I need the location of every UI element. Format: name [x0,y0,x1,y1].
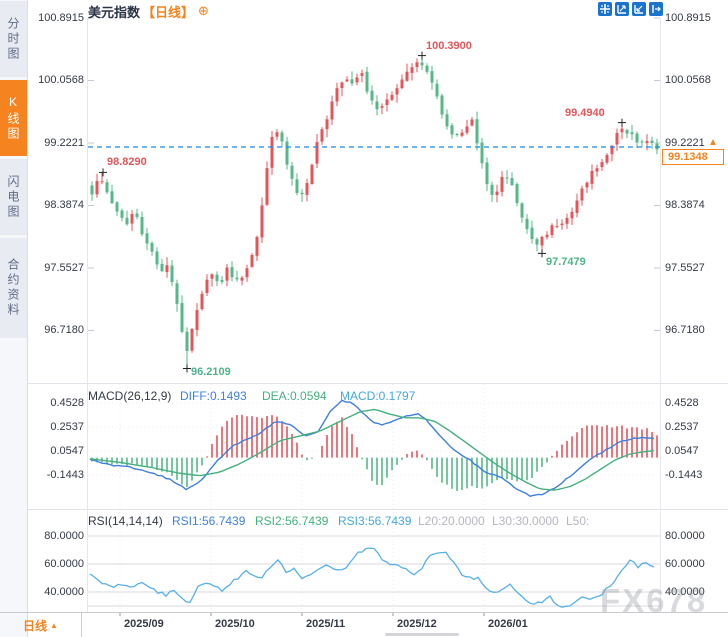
rsi-axis-label: 40.0000 [665,586,705,598]
macd-axis-label: 0.4528 [50,397,84,409]
restore-view-icon[interactable] [649,2,663,16]
y-axis-label: 98.3874 [665,199,705,211]
rsi1-value: RSI1:56.7439 [172,514,246,528]
rsi-axis-label: 80.0000 [665,530,705,542]
panel-divider [28,509,728,510]
macd-axis-label: 0.2537 [665,421,699,433]
sidebar-tab-label: 合约资料 [6,258,20,318]
rsi3-value: RSI3:56.7439 [338,514,412,528]
sidebar-tab-label: K线图 [6,94,20,142]
macd-title: MACD(26,12,9) [88,389,172,403]
sidebar-tab-candle-chart[interactable]: K线图 [0,80,27,156]
sidebar-tab-contract-info[interactable]: 合约资料 [0,238,27,338]
period-selector[interactable]: 日线 ▲ [0,613,82,637]
rsi2-value: RSI2:56.7439 [255,514,329,528]
sidebar-tab-lightning-chart[interactable]: 闪电图 [0,159,27,235]
price-annotation: 99.4940 [565,106,605,119]
sidebar-tab-label: 闪电图 [6,174,20,220]
price-annotation: 96.2109 [191,366,231,378]
rsi-l30-value: L30:30.0000 [492,514,559,528]
macd-value: MACD:0.1797 [340,389,416,403]
period-selector-label: 日线 [23,618,48,633]
rsi-l20-value: L20:20.0000 [418,514,485,528]
rsi-axis-label: 40.0000 [44,586,84,598]
y-axis-label: 100.8915 [38,12,84,24]
y-axis-label: 100.0568 [665,74,711,86]
sidebar-tab-label: 分时图 [6,16,20,62]
plot-right-border [660,18,661,612]
symbol-title: 美元指数 [88,4,141,20]
chart-type-sidebar: 分时图 K线图 闪电图 合约资料 [0,0,28,637]
y-axis-label: 99.2221 [44,137,84,149]
rsi-title: RSI(14,14,14) [88,514,163,528]
y-axis-label: 96.7180 [665,324,705,336]
macd-dea-value: DEA:0.0594 [262,389,327,403]
macd-axis-label: 0.0547 [50,445,84,457]
price-alert-marker: ▲ [708,137,718,148]
macd-axis-label: 0.0547 [665,445,699,457]
y-axis-label: 96.7180 [44,324,84,336]
chart-toolbar [598,2,663,16]
horizontal-scrollbar-thumb[interactable] [385,633,459,636]
price-annotation: 100.3900 [426,39,472,52]
macd-axis-label: -0.1443 [665,469,703,481]
y-axis-label: 99.2221 [665,137,705,149]
last-price-badge: 99.1348 [662,149,724,165]
zoom-out-icon[interactable] [632,2,646,16]
y-axis-label: 100.8915 [665,12,711,24]
macd-axis-label: 0.2537 [50,421,84,433]
zoom-in-icon[interactable] [615,2,629,16]
chevron-up-icon: ▲ [50,620,58,630]
rsi-axis-label: 60.0000 [665,558,705,570]
macd-axis-label: 0.4528 [665,397,699,409]
price-annotation: 97.7479 [546,256,586,269]
rsi-axis-label: 80.0000 [44,530,84,542]
y-axis-label: 98.3874 [44,199,84,211]
macd-axis-label: -0.1443 [46,469,84,481]
period-tag: 【日线】 [142,4,195,20]
rsi-axis-label: 60.0000 [44,558,84,570]
x-axis-label: 2025/12 [397,618,437,630]
macd-diff-value: DIFF:0.1493 [180,389,247,403]
plot-left-border [87,18,88,612]
price-annotation: 98.8290 [107,156,147,169]
x-axis-label: 2026/01 [488,618,528,630]
y-axis-label: 97.5527 [665,262,705,274]
panel-divider [28,383,728,384]
crosshair-icon[interactable] [598,2,612,16]
sidebar-tab-time-chart[interactable]: 分时图 [0,1,27,77]
axis-divider [0,612,728,613]
rsi-l50-value: L50: [566,514,590,528]
add-indicator-icon[interactable]: ⊕ [198,3,209,18]
x-axis-label: 2025/09 [124,618,164,630]
y-axis-label: 97.5527 [44,262,84,274]
x-axis-label: 2025/10 [215,618,255,630]
y-axis-label: 100.0568 [38,74,84,86]
watermark: FX678 [600,582,708,619]
x-axis-label: 2025/11 [306,618,346,630]
chart-header: 美元指数 【日线】 ⊕ [88,3,209,20]
